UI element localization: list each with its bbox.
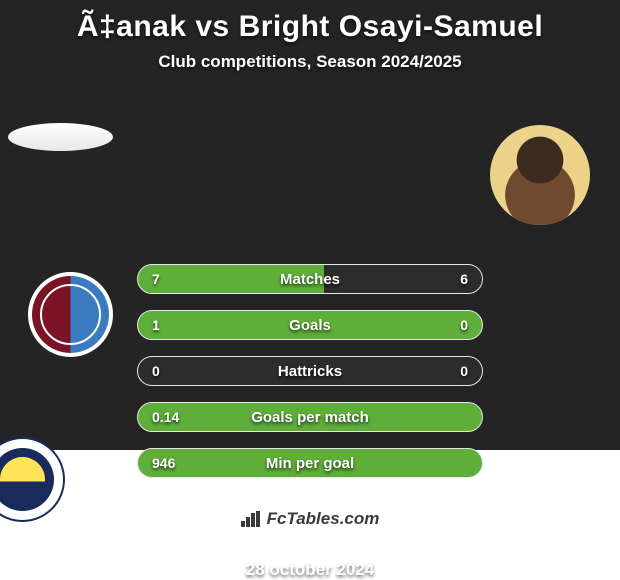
stat-row: 946Min per goal (137, 448, 483, 478)
stat-row: 0.14Goals per match (137, 402, 483, 432)
stat-left-value: 0.14 (152, 409, 192, 425)
bars-icon (241, 511, 261, 527)
stat-left-value: 7 (152, 271, 192, 287)
stat-left-value: 946 (152, 455, 192, 471)
stat-right-value: 6 (428, 271, 468, 287)
stat-row: 7Matches6 (137, 264, 483, 294)
stat-row: 1Goals0 (137, 310, 483, 340)
page-title: Ã‡anak vs Bright Osayi-Samuel (0, 10, 620, 44)
brand-text: FcTables.com (267, 509, 380, 529)
stat-left-value: 0 (152, 363, 192, 379)
face-icon (490, 125, 590, 225)
player-right-avatar (490, 125, 590, 225)
stat-row: 0Hattricks0 (137, 356, 483, 386)
date-text: 28 october 2024 (0, 560, 620, 580)
player-left-avatar (8, 123, 113, 151)
page-subtitle: Club competitions, Season 2024/2025 (0, 52, 620, 72)
stat-left-value: 1 (152, 317, 192, 333)
stat-right-value: 0 (428, 317, 468, 333)
comparison-card: Ã‡anak vs Bright Osayi-Samuel Club compe… (0, 0, 620, 450)
club-badge-left (28, 272, 113, 357)
stat-right-value: 0 (428, 363, 468, 379)
brand-badge[interactable]: FcTables.com (203, 498, 418, 540)
